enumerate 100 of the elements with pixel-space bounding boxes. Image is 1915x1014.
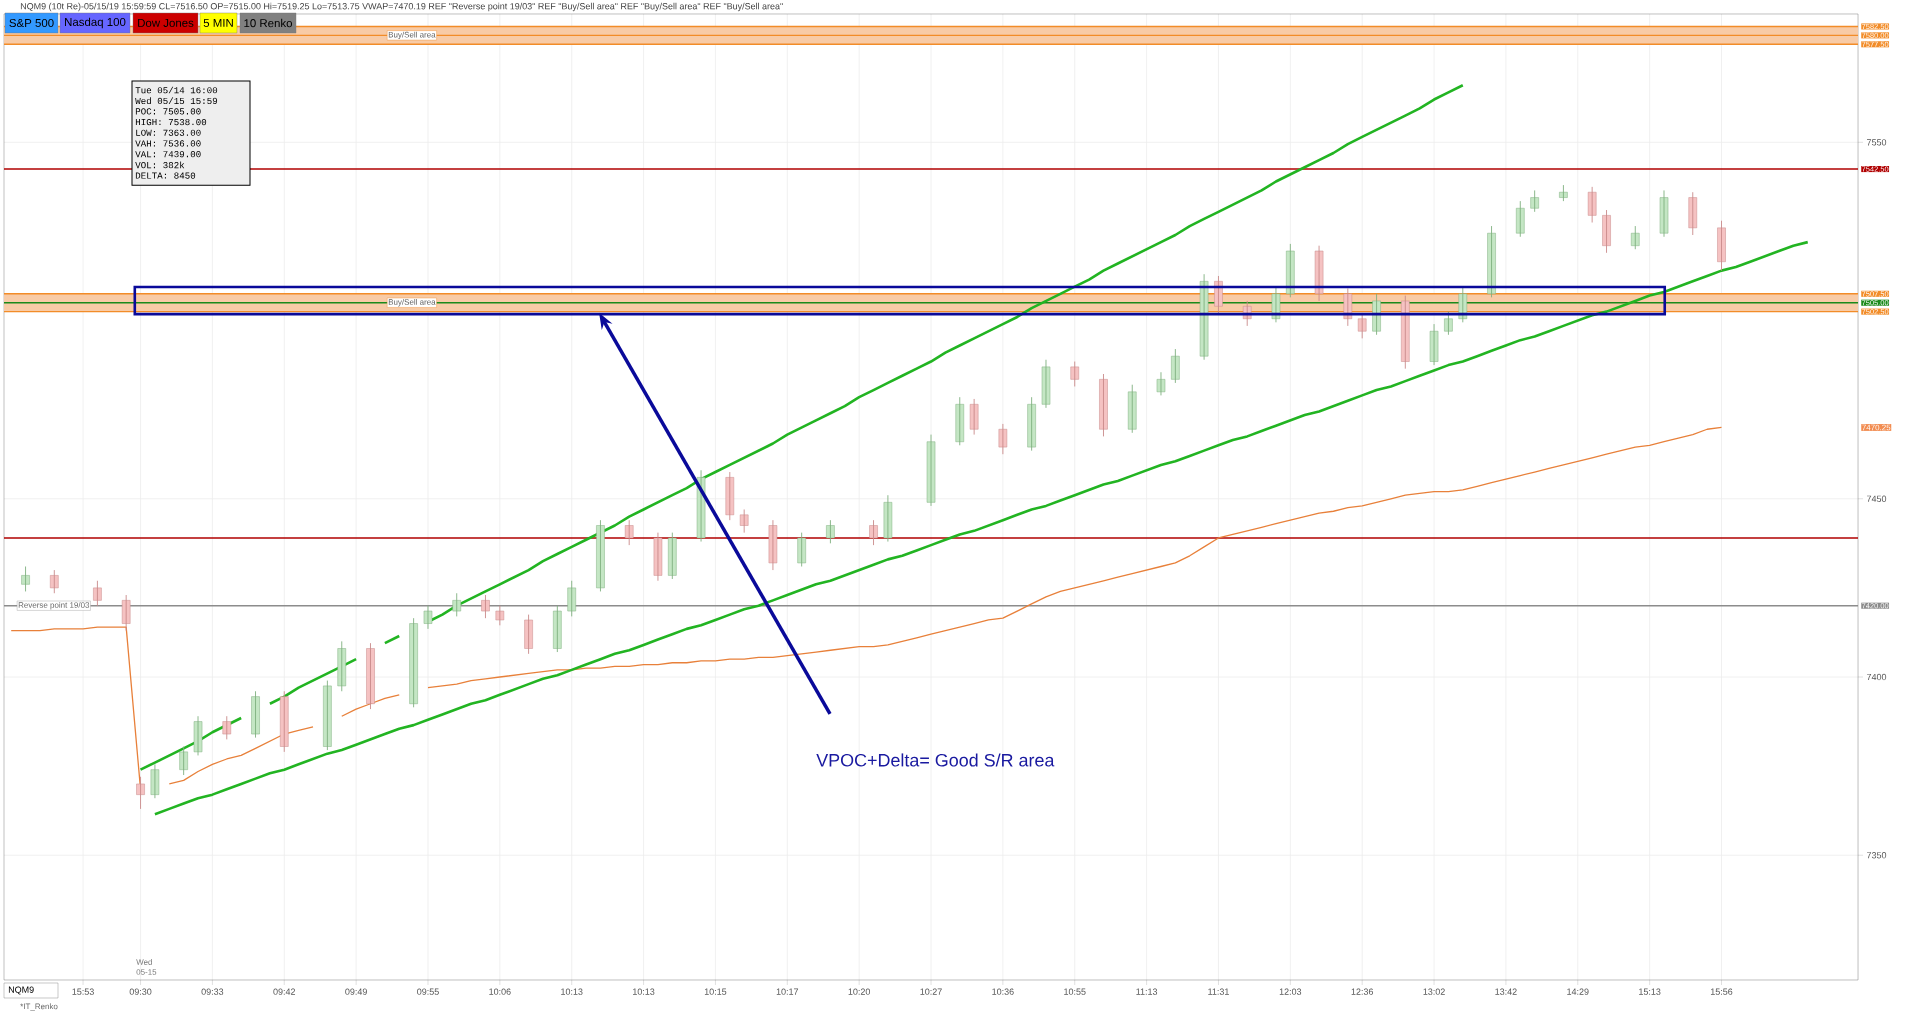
candlestick (883, 494, 893, 542)
x-tick-label: 12:36 (1351, 988, 1374, 995)
candlestick (21, 566, 30, 592)
candlestick (1659, 189, 1669, 238)
y-tick-label: 7400 (1867, 673, 1887, 681)
annotation: VOL: 382k (135, 161, 185, 169)
candlestick (768, 519, 778, 571)
candlestick (998, 423, 1008, 455)
candlestick (1286, 243, 1295, 298)
annotation: DELTA: 8450 (135, 172, 196, 179)
x-tick-label: 10:13 (561, 988, 583, 995)
annotation: 10 Renko (244, 18, 293, 28)
candlestick (1559, 184, 1568, 202)
x-tick-label: 10:13 (633, 988, 655, 995)
x-tick-label: 10:06 (489, 988, 511, 995)
candlestick (1516, 200, 1525, 238)
candlestick (1401, 295, 1410, 370)
x-tick-label: 09:33 (201, 988, 224, 995)
x-tick-label: 14:29 (1567, 988, 1589, 995)
candlestick (653, 532, 663, 582)
candlestick (739, 509, 749, 534)
annotation: 5 MIN (203, 19, 233, 27)
annotation: Tue 05/14 16:00 (135, 86, 218, 94)
x-tick-label: 09:55 (417, 988, 439, 995)
x-tick-label: 11:31 (1208, 988, 1229, 995)
annotation: HIGH: 7538.00 (135, 118, 207, 126)
candlestick (1530, 189, 1539, 213)
candlestick (1070, 361, 1080, 387)
x-tick-label: 10:17 (776, 988, 799, 995)
annotation: POC: 7505.00 (135, 108, 201, 115)
candlestick (553, 605, 562, 653)
x-tick-label: 11:13 (1136, 988, 1158, 995)
x-tick-label: 13:02 (1423, 988, 1445, 995)
annotation: Wed 05/15 15:59 (135, 97, 218, 105)
x-tick-label: 10:36 (992, 988, 1014, 995)
candlestick (1314, 245, 1324, 302)
candlestick (567, 580, 576, 617)
annotation: S&P 500 (9, 18, 54, 28)
x-tick-label: 13:42 (1495, 988, 1517, 995)
candlestick (193, 715, 203, 756)
candlestick (1630, 225, 1640, 250)
candlestick (668, 532, 677, 580)
candlestick (179, 746, 188, 776)
x-tick-label: 10:27 (920, 988, 942, 995)
x-tick-label: 09:30 (129, 988, 152, 995)
x-tick-label: 09:42 (273, 988, 296, 995)
chart-title: NQM9 (10t Re)-05/15/19 15:59:59 CL=7516.50 OP=7515.00 Hi=7519.25 Lo=7513.75 VWAP=7470.19 REF "Reverse point 19/03" REF "Buy/Sell area" REF "Buy/Sell area" REF "Buy/Sell area" (20, 2, 783, 12)
candlestick (50, 569, 59, 594)
candlestick (596, 519, 605, 592)
candlestick (93, 580, 102, 607)
candlestick (1587, 186, 1597, 223)
candlestick (150, 763, 160, 799)
candlestick (136, 776, 145, 810)
candlestick (955, 396, 965, 446)
candlestick (1171, 348, 1180, 384)
candlestick (1487, 225, 1496, 298)
annotation: VAH: 7536.00 (135, 140, 201, 147)
candlestick (969, 398, 979, 436)
candlestick (409, 617, 418, 708)
candlestick (1717, 220, 1726, 272)
x-tick-label: 15:13 (1639, 988, 1661, 995)
candlestick (1156, 371, 1166, 396)
y-tick-label: 7450 (1867, 495, 1887, 502)
candlestick (1444, 311, 1453, 336)
candlestick (1429, 323, 1439, 366)
annotation: LOW: 7363.00 (136, 129, 201, 136)
candlestick (279, 690, 289, 753)
candlestick (481, 594, 490, 619)
candlestick (524, 614, 533, 655)
x-tick-label: 09:49 (345, 988, 367, 995)
candlestick (251, 690, 260, 739)
annotation: Nasdaq 100 (65, 17, 126, 29)
x-tick-label: 10:20 (848, 988, 871, 995)
candlestick (624, 519, 634, 546)
candlestick (725, 471, 735, 521)
candlestick (797, 532, 806, 567)
candlestick (1372, 293, 1381, 336)
annotation: Dow Jones (138, 19, 194, 27)
x-tick-label: 12:03 (1279, 988, 1302, 995)
y-tick-label: 7350 (1867, 852, 1887, 859)
candlestick (869, 519, 878, 546)
candlestick (1027, 396, 1036, 452)
x-tick-label: 15:53 (72, 988, 94, 995)
candlestick (926, 434, 936, 507)
annotation: VPOC+Delta= Good S/R area (816, 753, 1055, 767)
annotation: VAL: 7439.00 (135, 151, 201, 158)
candlestick (1099, 373, 1108, 437)
candlestick (366, 642, 375, 710)
y-tick-label: 7550 (1867, 139, 1887, 146)
candlestick (1602, 209, 1611, 254)
candlestick (1357, 312, 1367, 339)
candlestick (1688, 191, 1698, 236)
text: NQM9 (8, 986, 34, 995)
candlestick (1127, 384, 1137, 434)
candlestick (826, 519, 835, 544)
candlestick (1041, 359, 1051, 409)
candlestick (222, 715, 232, 740)
x-tick-label: 15:56 (1710, 988, 1733, 995)
candlestick (121, 594, 131, 632)
x-tick-label: 10:15 (704, 988, 727, 995)
